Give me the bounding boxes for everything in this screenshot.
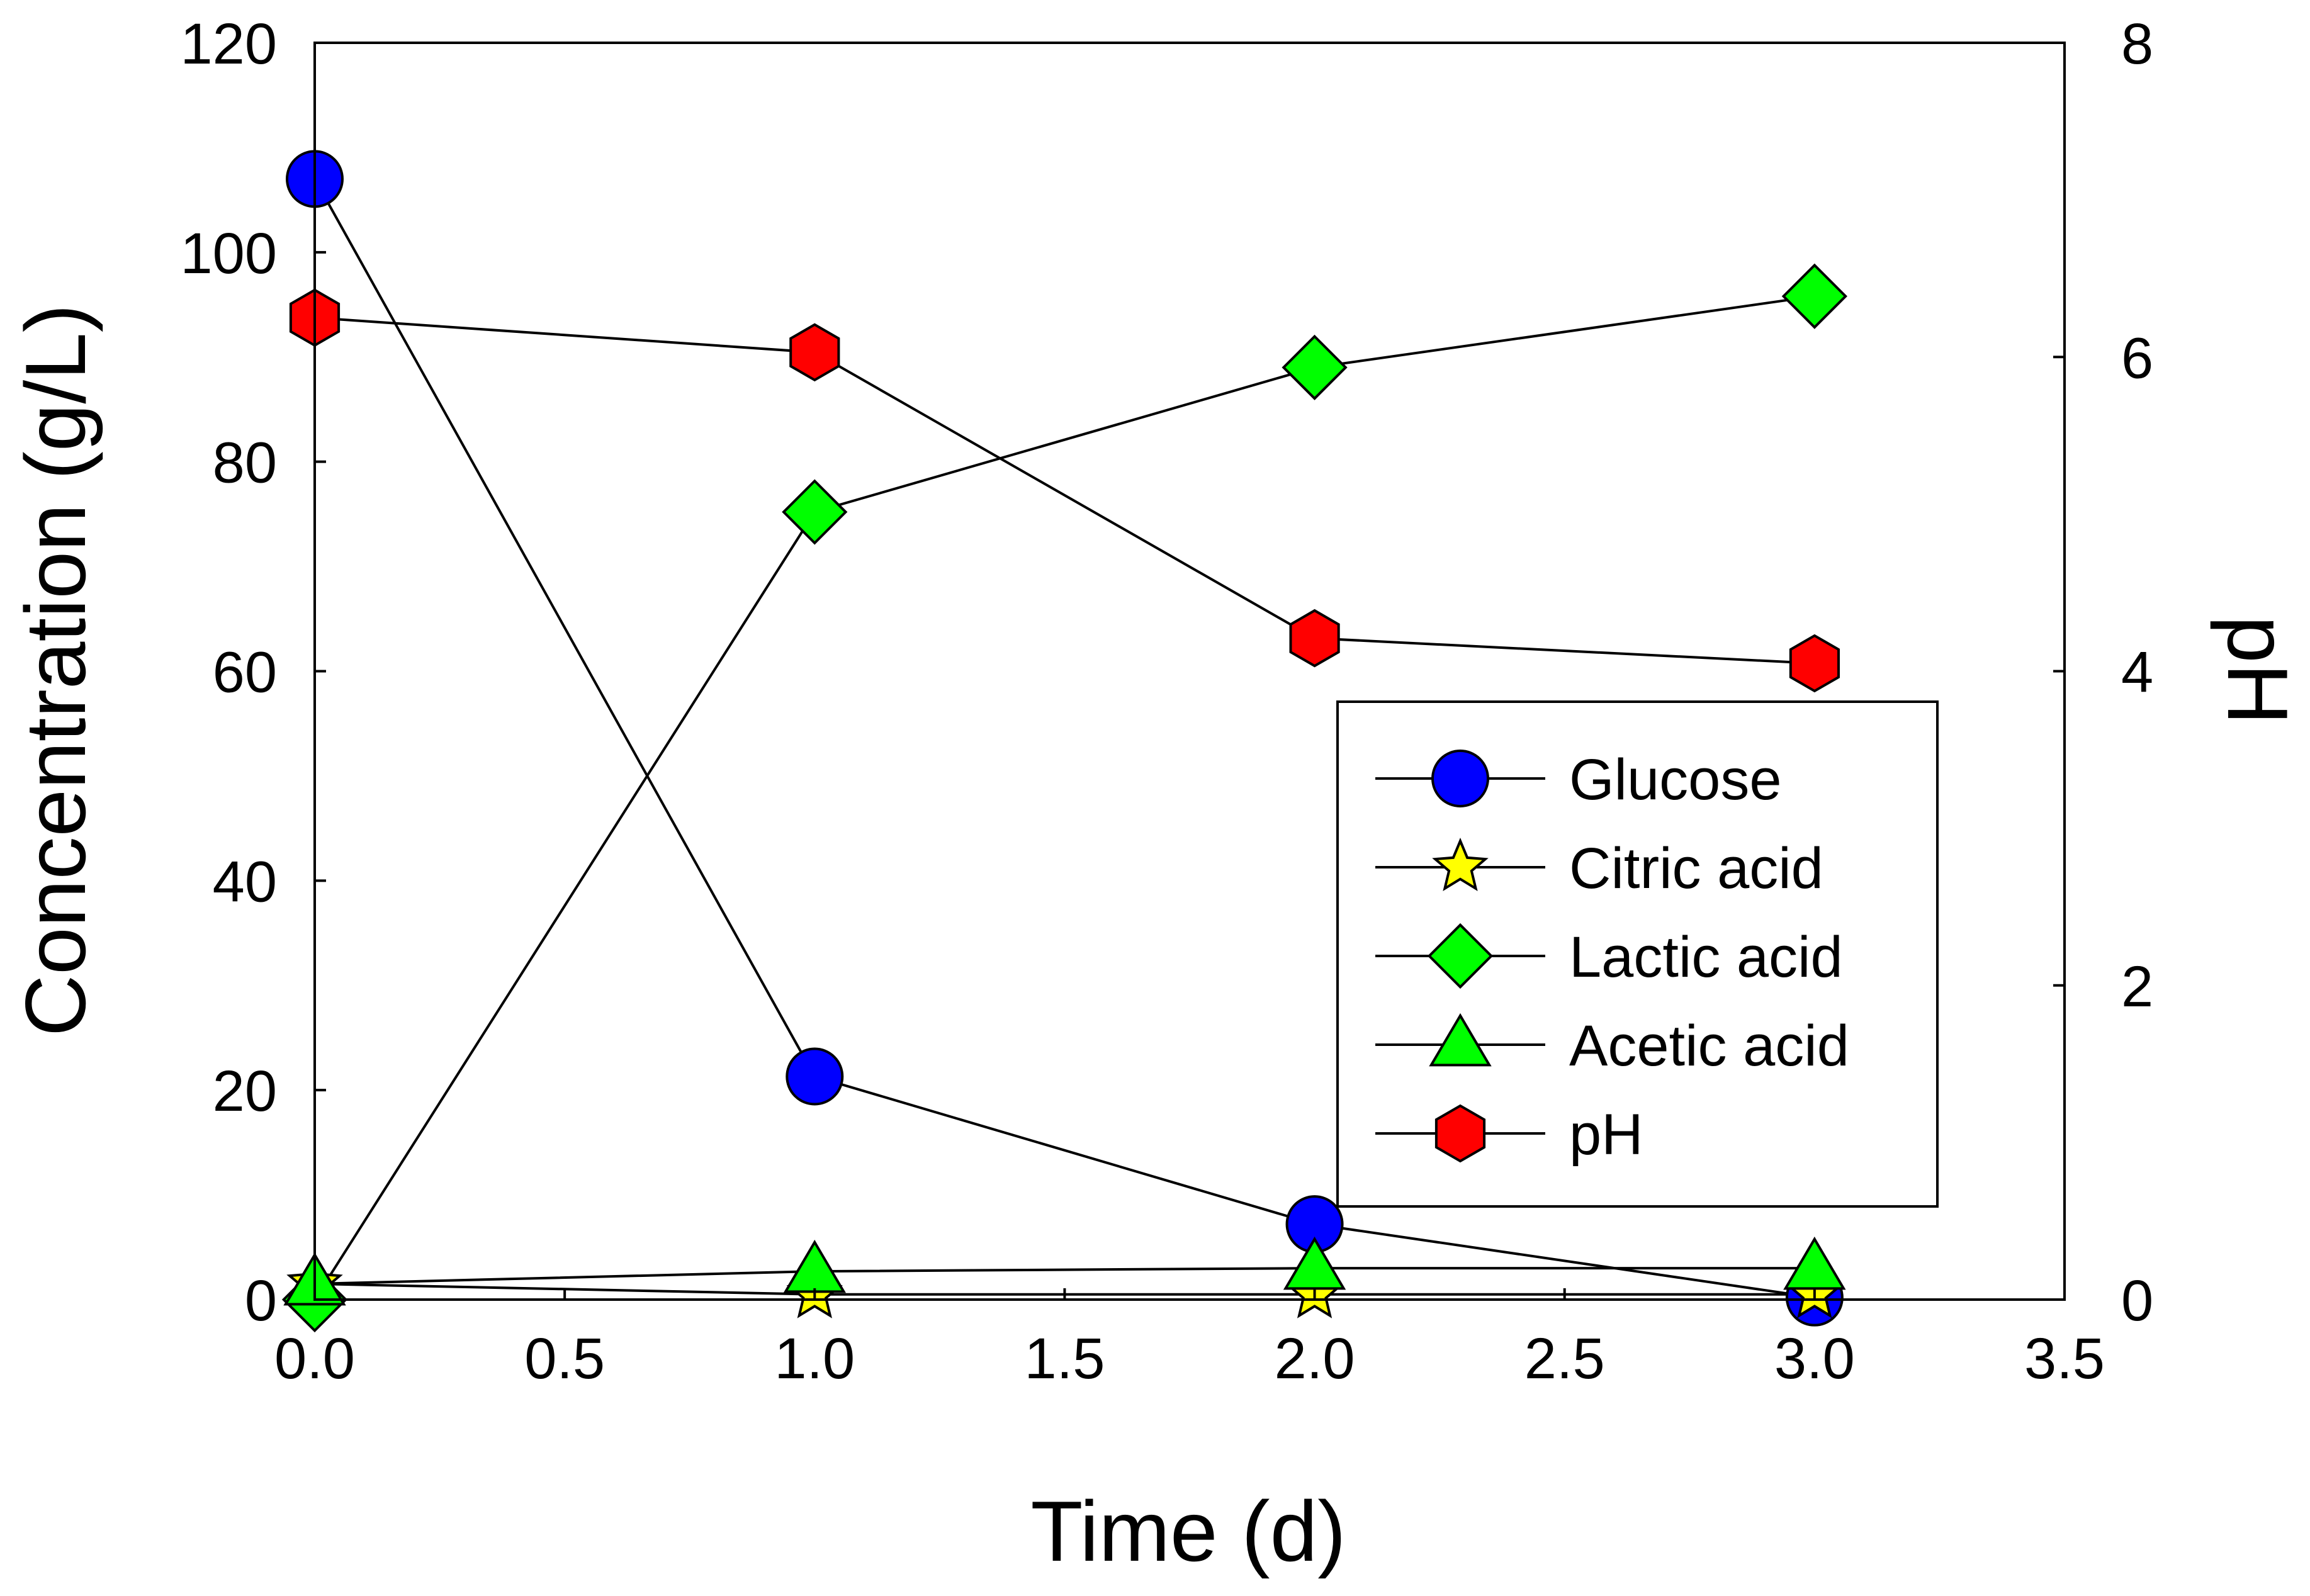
legend-label: Glucose [1569,748,1782,812]
series-line-glucose [313,178,1815,1299]
legend-item-citric-acid: Citric acid [1375,836,1823,901]
x-tick-label: 3.0 [1774,1327,1855,1391]
y-tick-label: 60 [213,641,277,705]
y2-tick-label: 8 [2121,12,2153,76]
data-point-ph [1289,609,1340,668]
y2-tick-label: 4 [2121,641,2153,705]
data-point-lactic-acid [782,479,848,545]
legend-item-acetic-acid: Acetic acid [1375,1013,1849,1078]
x-ticks: 0.0 0.5 1.0 1.5 2.0 2.5 3.0 3.5 [274,1288,2105,1391]
y-tick-label: 120 [181,12,278,76]
y-tick-label: 0 [245,1269,277,1333]
y-axis-label: Concentration (g/L) [8,304,103,1037]
x-tick-label: 2.0 [1275,1327,1355,1391]
legend-label: Lactic acid [1569,925,1843,989]
x-tick-label: 2.5 [1524,1327,1605,1391]
data-point-ph [1789,634,1840,693]
legend-marker-citric-acid [1432,838,1489,892]
legend-item-glucose: Glucose [1375,748,1782,812]
legend-label: pH [1569,1103,1643,1167]
legend-item-lactic-acid: Lactic acid [1375,923,1843,989]
legend-label: Acetic acid [1569,1014,1849,1078]
y2-ticks: 0 2 4 6 8 [2053,12,2153,1333]
series-line-ph [314,316,1815,665]
data-point-lactic-acid [1282,334,1348,401]
x-axis-label: Time (d) [1030,1483,1346,1579]
y2-tick-label: 0 [2121,1269,2153,1333]
data-point-glucose [786,1047,844,1106]
legend-marker-lactic-acid [1427,923,1494,989]
x-tick-label: 0.0 [274,1327,355,1391]
legend-marker-ph [1434,1104,1486,1163]
y-tick-label: 80 [213,431,277,495]
series-line-acetic-acid [314,1267,1815,1285]
legend-item-ph: pH [1375,1103,1643,1167]
y2-tick-label: 2 [2121,955,2153,1019]
series-line-lactic-acid [313,295,1815,1301]
legend-marker-glucose [1431,750,1489,807]
x-tick-label: 3.5 [2024,1327,2105,1391]
data-point-ph [789,323,840,382]
data-point-lactic-acid [1781,263,1847,329]
x-tick-label: 0.5 [524,1327,605,1391]
x-tick-label: 1.0 [774,1327,855,1391]
y-tick-label: 100 [181,222,278,286]
y2-axis-label: pH [2210,615,2306,725]
legend-label: Citric acid [1569,836,1823,901]
x-tick-label: 1.5 [1024,1327,1105,1391]
y2-tick-label: 6 [2121,326,2153,390]
legend-marker-acetic-acid [1429,1013,1492,1067]
y-ticks: 0 20 40 60 80 100 120 [181,12,326,1333]
y-tick-label: 20 [213,1059,277,1123]
y-tick-label: 40 [213,850,277,914]
legend: Glucose Citric acid Lactic acid Acetic acid… [1336,700,1939,1208]
legend-items: Glucose Citric acid Lactic acid Acetic acid… [1375,748,1849,1167]
